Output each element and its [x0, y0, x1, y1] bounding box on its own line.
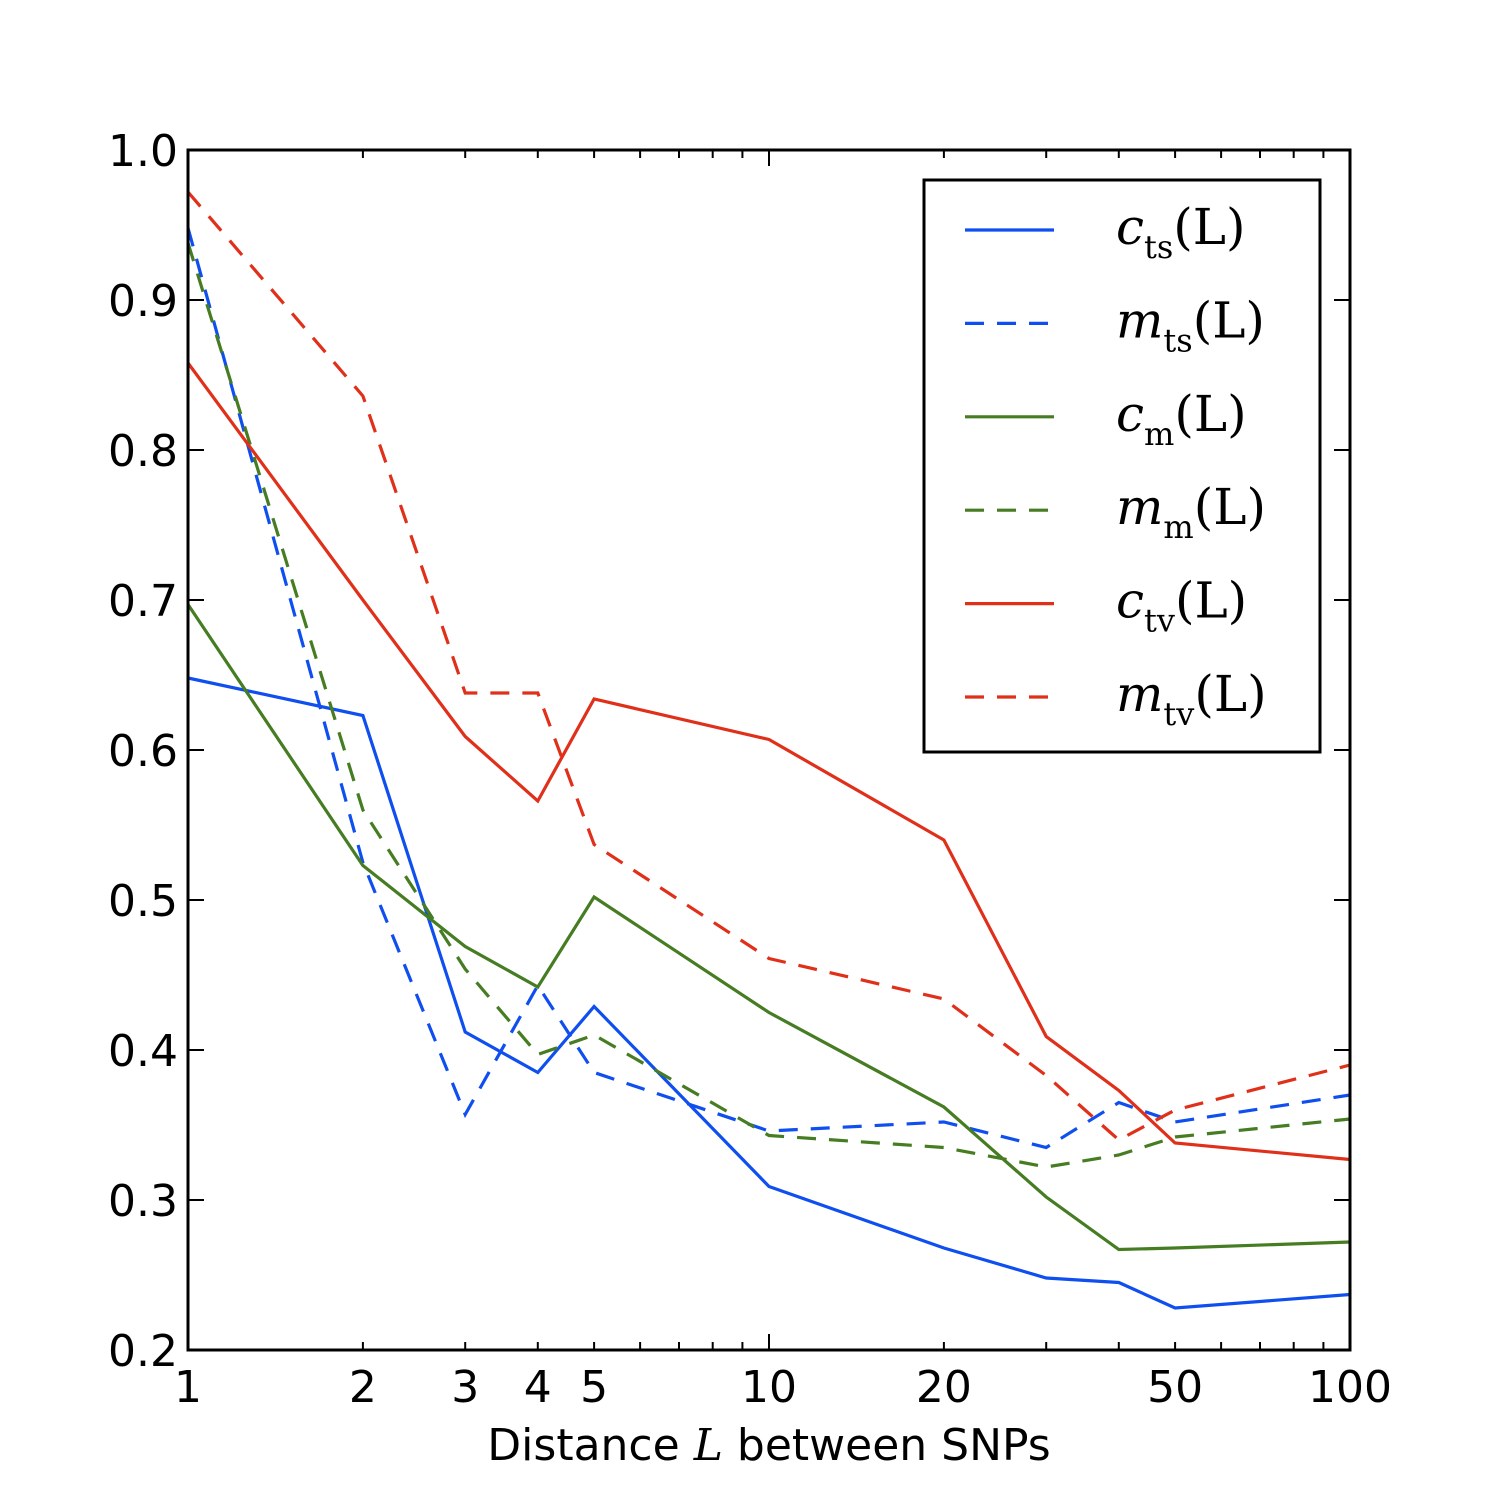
y-tick-label: 0.5 — [108, 876, 178, 927]
legend-arg: (L) — [1193, 291, 1265, 349]
x-tick-label: 3 — [451, 1362, 479, 1413]
legend-letter: c — [1116, 198, 1144, 256]
legend-arg: (L) — [1173, 198, 1245, 256]
legend-subscript: m — [1144, 415, 1174, 453]
x-tick-label: 2 — [349, 1362, 377, 1413]
x-tick-label: 50 — [1147, 1362, 1203, 1413]
plot-frame — [186, 148, 1352, 1352]
x-tick-label: 5 — [580, 1362, 608, 1413]
series-line-4 — [186, 362, 1351, 1162]
y-tick-label: 1.0 — [108, 126, 178, 177]
legend-arg: (L) — [1175, 572, 1247, 630]
x-tick-label: 10 — [741, 1362, 797, 1413]
legend-letter: m — [1116, 665, 1163, 723]
series-line-3 — [186, 242, 1351, 1169]
y-tick-label: 0.7 — [108, 576, 178, 627]
legend-label-0: cts(L) — [1116, 198, 1246, 266]
legend-label-1: mts(L) — [1116, 291, 1265, 359]
x-axis-label: Distance L between SNPs — [487, 1420, 1050, 1471]
y-tick-label: 0.6 — [108, 726, 178, 777]
legend: cts(L)mts(L)cm(L)mm(L)ctv(L)mtv(L) — [922, 178, 1322, 754]
x-axis-label-prefix: Distance — [487, 1420, 679, 1471]
x-tick-label: 1 — [174, 1362, 202, 1413]
legend-arg: (L) — [1174, 385, 1246, 443]
legend-label-3: mm(L) — [1116, 478, 1266, 546]
y-tick-label: 0.3 — [108, 1176, 178, 1227]
legend-subscript: tv — [1163, 695, 1194, 733]
x-axis-label-var: L — [693, 1420, 723, 1471]
legend-label-5: mtv(L) — [1116, 665, 1267, 733]
series-layer — [186, 190, 1351, 1310]
legend-label-4: ctv(L) — [1116, 572, 1247, 640]
legend-box — [922, 178, 1322, 754]
series-line-5 — [186, 190, 1351, 1142]
legend-letter: m — [1116, 291, 1163, 349]
legend-letter: m — [1116, 478, 1163, 536]
x-axis-label-suffix: between SNPs — [737, 1420, 1051, 1471]
x-tick-label: 4 — [524, 1362, 552, 1413]
x-tick-label: 20 — [916, 1362, 972, 1413]
y-tick-label: 0.9 — [108, 276, 178, 327]
y-tick-label: 0.4 — [108, 1026, 178, 1077]
y-tick-label: 0.2 — [108, 1326, 178, 1377]
labels-layer: 0.2 0.3 0.4 0.5 0.6 0.7 0.8 0.9 1.0 1 2 3 4 5 10 20 50 10… — [108, 126, 1392, 1413]
legend-subscript: m — [1163, 508, 1193, 546]
x-tick-label: 100 — [1308, 1362, 1392, 1413]
series-line-2 — [186, 603, 1351, 1252]
y-tick-label: 0.8 — [108, 426, 178, 477]
legend-subscript: tv — [1144, 602, 1175, 640]
legend-subscript: ts — [1163, 321, 1192, 359]
legend-label-2: cm(L) — [1116, 385, 1247, 453]
legend-letter: c — [1116, 572, 1144, 630]
legend-arg: (L) — [1194, 665, 1266, 723]
series-line-0 — [187, 676, 1351, 1310]
legend-arg: (L) — [1194, 478, 1266, 536]
legend-letter: c — [1116, 385, 1144, 443]
series-line-1 — [186, 227, 1351, 1150]
legend-subscript: ts — [1144, 228, 1173, 266]
